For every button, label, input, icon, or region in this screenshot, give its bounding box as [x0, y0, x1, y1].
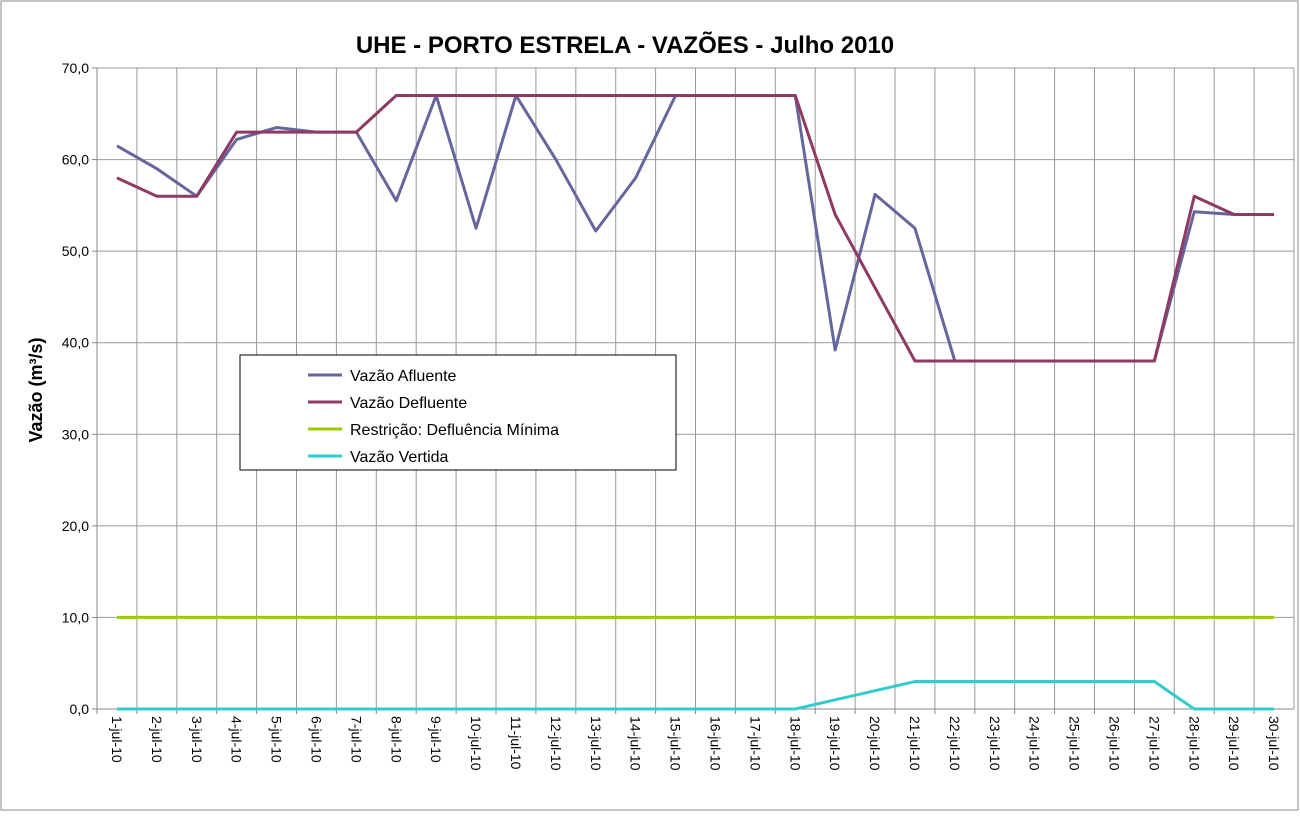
- x-tick-label: 6-jul-10: [308, 716, 324, 763]
- x-tick-label: 15-jul-10: [668, 716, 684, 771]
- x-tick-label: 26-jul-10: [1106, 716, 1122, 771]
- legend-label: Vazão Afluente: [350, 368, 457, 385]
- x-tick-label: 3-jul-10: [189, 716, 205, 763]
- chart-title: UHE - PORTO ESTRELA - VAZÕES - Julho 201…: [356, 31, 894, 59]
- y-axis-label: Vazão (m³/s): [26, 337, 46, 442]
- x-tick-label: 19-jul-10: [827, 716, 843, 771]
- x-tick-label: 12-jul-10: [548, 716, 564, 771]
- x-tick-label: 21-jul-10: [907, 716, 923, 771]
- x-tick-label: 22-jul-10: [947, 716, 963, 771]
- x-tick-label: 4-jul-10: [229, 716, 245, 763]
- y-tick-label: 10,0: [62, 609, 89, 625]
- x-tick-label: 17-jul-10: [747, 716, 763, 771]
- y-tick-label: 40,0: [62, 335, 89, 351]
- x-tick-label: 30-jul-10: [1266, 716, 1282, 771]
- x-tick-label: 27-jul-10: [1146, 716, 1162, 771]
- y-tick-label: 20,0: [62, 518, 89, 534]
- x-tick-label: 9-jul-10: [428, 716, 444, 763]
- x-tick-label: 14-jul-10: [628, 716, 644, 771]
- x-tick-label: 2-jul-10: [149, 716, 165, 763]
- y-tick-label: 60,0: [62, 152, 89, 168]
- x-tick-label: 29-jul-10: [1226, 716, 1242, 771]
- x-tick-label: 18-jul-10: [787, 716, 803, 771]
- series-line: [116, 93, 1275, 363]
- x-tick-label: 24-jul-10: [1027, 716, 1043, 771]
- y-tick-label: 70,0: [62, 60, 89, 76]
- legend-box: [239, 354, 677, 471]
- x-tick-label: 5-jul-10: [269, 716, 285, 763]
- x-tick-label: 11-jul-10: [508, 716, 524, 770]
- x-tick-label: 1-jul-10: [109, 716, 125, 763]
- x-tick-label: 13-jul-10: [588, 716, 604, 771]
- x-tick-label: 20-jul-10: [867, 716, 883, 771]
- series-line: [116, 680, 1275, 711]
- x-tick-label: 28-jul-10: [1186, 716, 1202, 771]
- legend-label: Vazão Defluente: [350, 395, 467, 412]
- y-tick-label: 50,0: [62, 243, 89, 259]
- legend-label: Vazão Vertida: [350, 449, 449, 466]
- x-tick-label: 8-jul-10: [388, 716, 404, 763]
- x-tick-label: 23-jul-10: [987, 716, 1003, 771]
- y-tick-label: 30,0: [62, 426, 89, 442]
- y-tick-label: 0,0: [70, 701, 90, 717]
- x-tick-label: 25-jul-10: [1067, 716, 1083, 771]
- legend-label: Restrição: Defluência Mínima: [350, 422, 559, 439]
- x-tick-label: 16-jul-10: [707, 716, 723, 771]
- x-tick-label: 10-jul-10: [468, 716, 484, 771]
- x-tick-label: 7-jul-10: [348, 716, 364, 763]
